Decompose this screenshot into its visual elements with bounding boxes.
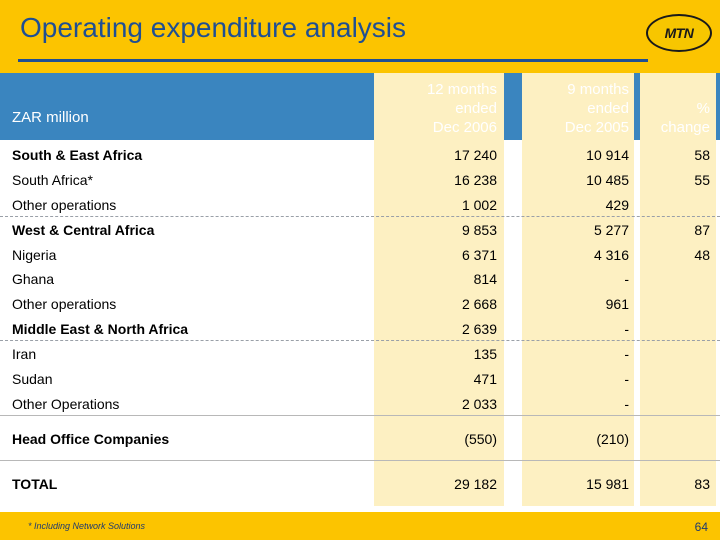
row-separator: [0, 460, 720, 461]
page-title: Operating expenditure analysis: [20, 12, 407, 43]
table-row: Ghana 814 -: [0, 267, 720, 292]
row-label: South Africa*: [12, 172, 93, 188]
column-header-change-line: change: [660, 119, 710, 136]
value-2005: (210): [596, 431, 629, 447]
row-label: Sudan: [12, 371, 53, 387]
table-row: Other Operations 2 033 -: [0, 392, 720, 417]
value-2006: 9 853: [461, 222, 497, 238]
value-2006: 29 182: [454, 476, 497, 492]
footer-bar: [0, 512, 720, 540]
value-2006: 16 238: [454, 172, 497, 188]
column-header-change: % change: [661, 99, 710, 137]
value-2005: 961: [605, 296, 629, 312]
row-separator: [0, 415, 720, 416]
column-header-2006-line: 12 months: [426, 81, 497, 98]
row-separator: [0, 216, 720, 217]
column-stripe-2006: [374, 73, 504, 506]
row-label: Iran: [12, 346, 37, 362]
row-label: Other operations: [12, 296, 117, 312]
value-2005: 10 485: [586, 172, 629, 188]
table-row: Other operations 2 668 961: [0, 292, 720, 317]
row-label: West & Central Africa: [12, 222, 155, 238]
table-row: Head Office Companies (550) (210): [0, 427, 720, 452]
column-stripe-2005: [522, 73, 634, 506]
table-row: West & Central Africa 9 853 5 277 87: [0, 218, 720, 243]
row-label: Head Office Companies: [12, 431, 170, 447]
value-2005: 10 914: [586, 147, 629, 163]
value-2005: -: [624, 271, 629, 287]
value-2005: 429: [605, 197, 629, 213]
value-2006: 2 668: [461, 296, 497, 312]
value-2006: 814: [473, 271, 497, 287]
value-2005: -: [624, 346, 629, 362]
table-row-total: TOTAL 29 182 15 981 83: [0, 472, 720, 497]
value-change: 55: [694, 172, 710, 188]
value-change: 58: [694, 147, 710, 163]
column-header-2006: 12 months ended Dec 2006: [427, 80, 497, 137]
value-2005: -: [624, 371, 629, 387]
value-2005: 15 981: [586, 476, 629, 492]
column-header-2005: 9 months ended Dec 2005: [565, 80, 629, 137]
value-2006: 6 371: [461, 247, 497, 263]
column-header-2005-line: Dec 2005: [564, 119, 629, 136]
table-row: South & East Africa 17 240 10 914 58: [0, 143, 720, 168]
row-label: Ghana: [12, 271, 55, 287]
row-label: TOTAL: [12, 476, 58, 492]
row-separator: [0, 340, 720, 341]
value-change: 87: [694, 222, 710, 238]
value-2006: 1 002: [461, 197, 497, 213]
column-header-2006-line: ended: [455, 100, 497, 117]
value-change: 48: [694, 247, 710, 263]
title-underline: [18, 59, 648, 62]
table-row: Nigeria 6 371 4 316 48: [0, 243, 720, 268]
column-header-2006-line: Dec 2006: [432, 119, 497, 136]
value-2006: 471: [473, 371, 497, 387]
row-label: Middle East & North Africa: [12, 321, 189, 337]
mtn-logo: MTN: [646, 14, 712, 52]
value-2005: 5 277: [593, 222, 629, 238]
row-label: South & East Africa: [12, 147, 143, 163]
footnote: * Including Network Solutions: [28, 521, 146, 531]
row-label: Other Operations: [12, 396, 120, 412]
value-2006: 135: [473, 346, 497, 362]
table-row: Sudan 471 -: [0, 367, 720, 392]
column-header-2005-line: 9 months: [567, 81, 629, 98]
table-row: Iran 135 -: [0, 342, 720, 367]
table-row: Middle East & North Africa 2 639 -: [0, 317, 720, 342]
value-2005: 4 316: [593, 247, 629, 263]
column-header-2005-line: ended: [587, 100, 629, 117]
value-2005: -: [624, 396, 629, 412]
row-label: Other operations: [12, 197, 117, 213]
value-2005: -: [624, 321, 629, 337]
column-header-change-line: %: [696, 100, 710, 117]
value-change: 83: [694, 476, 710, 492]
value-2006: 2 639: [461, 321, 497, 337]
row-label: Nigeria: [12, 247, 57, 263]
value-2006: (550): [464, 431, 497, 447]
logo-text: MTN: [664, 25, 694, 41]
table-row: Other operations 1 002 429: [0, 193, 720, 218]
column-stripe-change: [640, 73, 716, 506]
page-number: 64: [694, 520, 708, 534]
value-2006: 2 033: [461, 396, 497, 412]
table-row: South Africa* 16 238 10 485 55: [0, 168, 720, 193]
column-header-label: ZAR million: [12, 109, 89, 126]
value-2006: 17 240: [454, 147, 497, 163]
